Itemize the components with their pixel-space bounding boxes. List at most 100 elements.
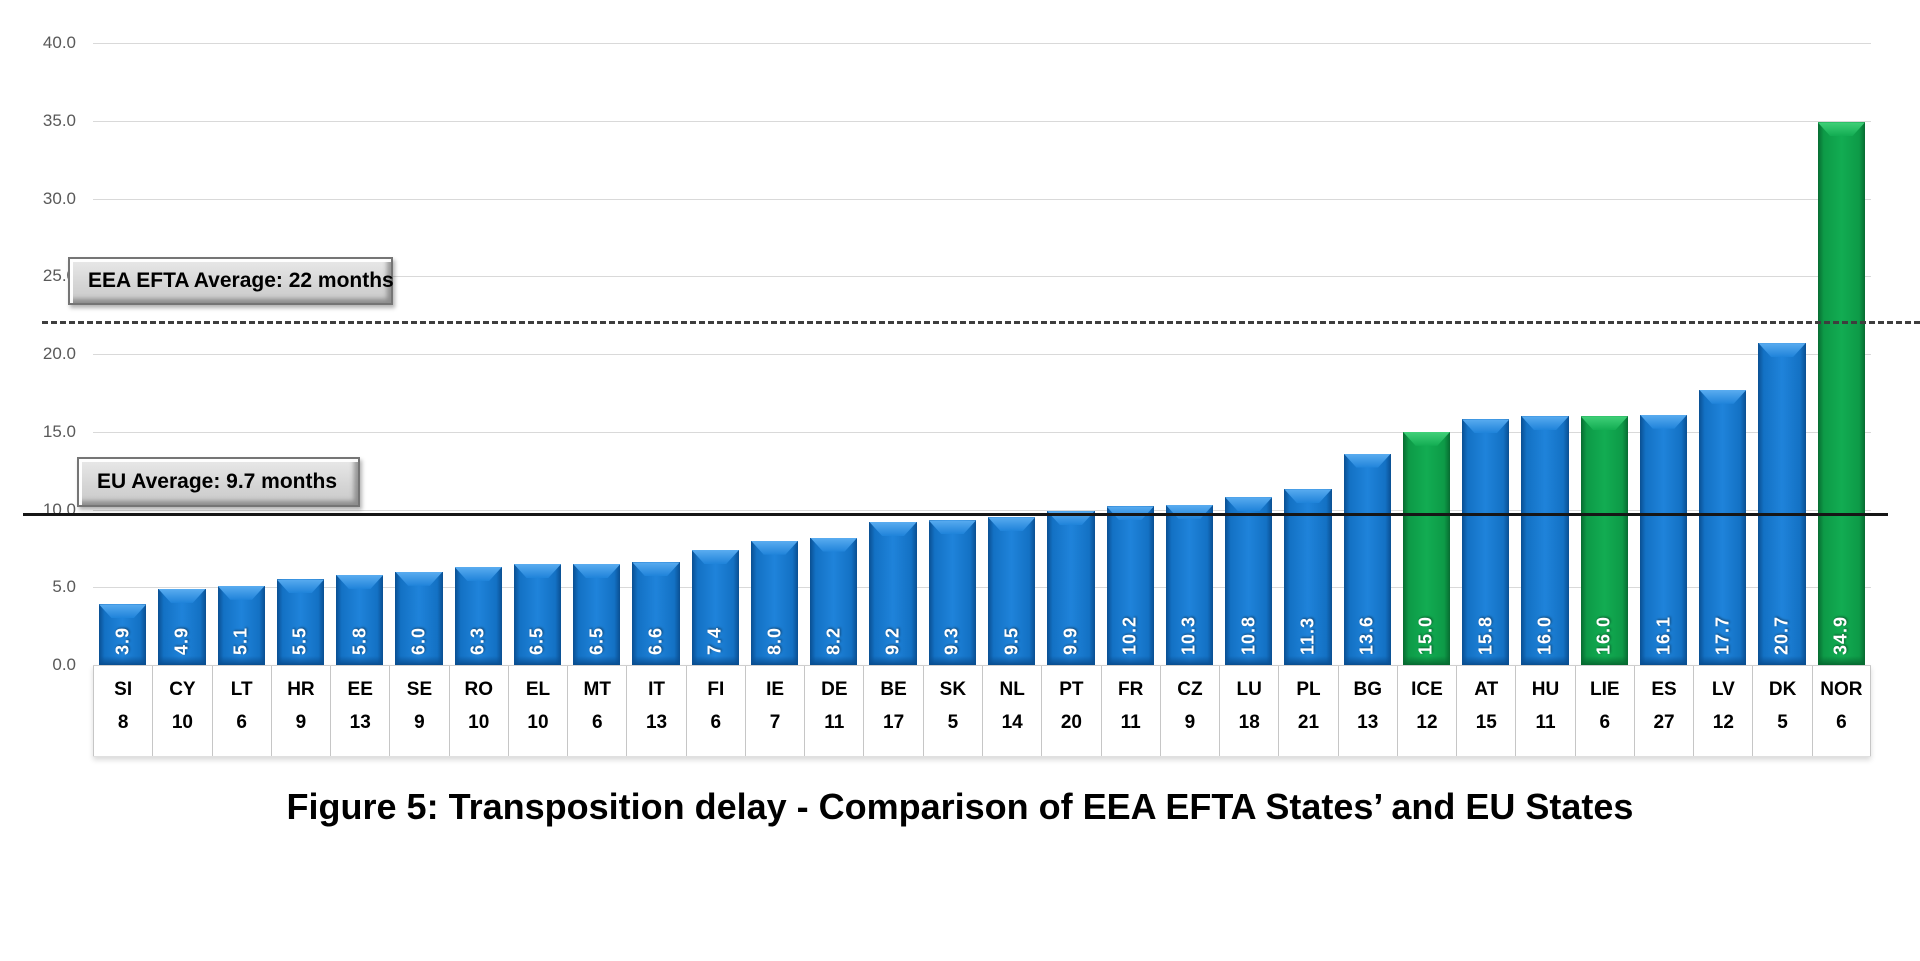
bar-ES: 16.1 [1639,414,1688,666]
country-code-label: LT [230,679,253,700]
country-sub-value-label: 10 [527,712,549,733]
bar-value-label: 5.1 [230,626,251,655]
bar-value-label: 5.5 [289,626,310,655]
country-sub-value-label: 6 [710,712,722,733]
country-code-label: AT [1474,679,1499,700]
country-sub-value-label: 14 [1001,712,1023,733]
x-cell-CZ: CZ 9 [1159,666,1220,756]
gridline-5.0 [93,587,1871,589]
bar-CZ: 10.3 [1165,504,1214,666]
bar-RO: 6.3 [454,567,503,665]
bar-SK: 9.3 [928,520,977,665]
country-code-label: DK [1768,679,1797,700]
country-sub-value-label: 18 [1238,712,1260,733]
bar-PT: 9.9 [1047,511,1095,665]
bar-value-label: 15.8 [1475,615,1496,655]
bar-value-label: 9.2 [882,626,903,655]
bar-NOR: 34.9 [1817,122,1866,665]
x-cell-NL: NL 14 [982,666,1042,756]
bar-value-label: 6.5 [586,626,607,655]
x-cell-HU: HU 11 [1515,666,1575,756]
country-sub-value-label: 5 [1777,712,1788,733]
bar-value-label: 6.5 [526,626,547,655]
country-code-label: PT [1059,679,1084,700]
x-cell-SE: SE 9 [389,666,449,756]
country-code-label: NL [999,679,1025,700]
bar-BE: 9.2 [869,521,917,666]
country-sub-value-label: 10 [171,712,193,733]
bar-value-label: 16.0 [1534,615,1555,655]
country-code-label: NOR [1820,679,1863,700]
country-code-label: RO [464,679,493,700]
x-cell-BG: BG 13 [1337,666,1397,756]
bar-ICE: 15.0 [1402,431,1451,666]
y-tick-label: 5.0 [52,577,76,597]
x-cell-LIE: LIE 6 [1574,666,1634,756]
bar-LIE: 16.0 [1580,416,1629,665]
bar-value-label: 17.7 [1712,615,1733,655]
country-sub-value-label: 13 [645,712,668,733]
x-cell-IT: IT 13 [626,666,686,756]
country-code-label: SE [406,679,433,700]
gridline-35.0 [93,120,1871,122]
country-sub-value-label: 27 [1653,712,1675,733]
gridline-30.0 [93,198,1871,200]
bar-HU: 16.0 [1521,416,1569,665]
gridline-20.0 [93,354,1871,355]
bar-value-label: 20.7 [1771,615,1792,655]
country-code-label: LU [1236,679,1262,700]
country-code-label: MT [583,679,611,700]
country-code-label: FI [707,679,725,700]
y-tick-label: 0.0 [52,655,76,674]
country-code-label: EL [525,679,551,700]
x-cell-DK: DK 5 [1752,666,1812,756]
x-cell-LV: LV 12 [1693,666,1753,756]
country-code-label: SK [939,679,967,700]
country-sub-value-label: 11 [824,712,845,733]
x-cell-BE: BE 17 [863,666,923,756]
country-sub-value-label: 6 [1836,712,1847,733]
y-tick-label: 25.0 [42,266,76,286]
x-cell-HR: HR 9 [270,666,331,756]
bar-value-label: 34.9 [1830,615,1851,655]
bar-FI: 7.4 [691,549,740,666]
bar-LU: 10.8 [1225,497,1273,665]
x-cell-FI: FI 6 [685,666,745,756]
country-code-label: IT [648,679,665,700]
country-code-label: ES [1651,679,1677,700]
bar-value-label: 6.3 [467,626,488,655]
bar-value-label: 6.0 [408,626,429,655]
country-sub-value-label: 9 [414,712,425,733]
bar-value-label: 5.8 [349,626,370,655]
country-sub-value-label: 11 [1535,712,1556,733]
bar-value-label: 16.0 [1593,615,1614,655]
eu-average-line [23,512,1888,516]
country-sub-value-label: 17 [883,712,905,733]
country-sub-value-label: 12 [1712,712,1734,733]
eea-efta-average-line [42,321,1920,325]
bar-EL: 6.5 [513,563,562,666]
x-axis-label-strip: SI 8 CY 10 LT 6 HR 9 EE 13 SE 9 RO 10 EL 10 MT 6 IT 13 FI 6 IE… [93,665,1871,757]
country-sub-value-label: 11 [1120,712,1141,733]
figure-caption: Figure 5: Transposition delay - Comparis… [286,786,1634,827]
country-code-label: BE [880,679,907,700]
bar-AT: 15.8 [1462,419,1510,665]
x-cell-SK: SK 5 [922,666,982,756]
country-sub-value-label: 5 [947,712,959,733]
country-sub-value-label: 12 [1416,712,1438,733]
y-tick-label: 35.0 [42,110,76,130]
bar-HR: 5.5 [276,579,325,665]
x-cell-CY: CY 10 [152,666,212,756]
eu-average-callout: EU Average: 9.7 months [77,457,360,507]
country-code-label: PL [1296,679,1321,700]
x-cell-SI: SI 8 [93,666,153,756]
x-cell-EE: EE 13 [330,666,390,756]
gridline-10.0 [93,509,1871,511]
country-sub-value-label: 9 [1184,712,1196,733]
bar-value-label: 9.3 [941,626,962,655]
bar-LT: 5.1 [217,585,266,666]
eu-average-label: EU Average: 9.7 months [97,470,338,493]
bar-NL: 9.5 [988,517,1036,665]
bar-DE: 8.2 [810,537,858,665]
